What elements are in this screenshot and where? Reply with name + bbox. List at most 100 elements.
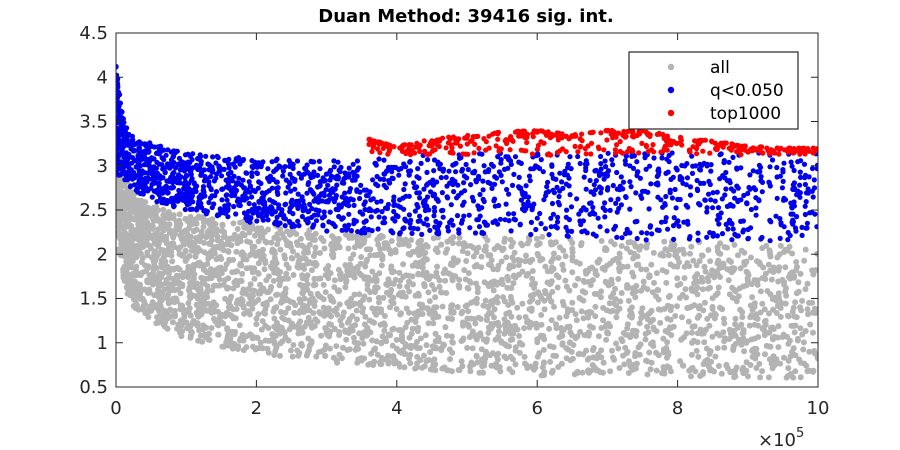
data-point	[679, 314, 685, 321]
data-point	[307, 201, 313, 207]
data-point	[369, 318, 375, 325]
data-point	[775, 278, 782, 285]
data-point	[502, 217, 508, 223]
data-point	[259, 318, 266, 325]
data-point	[638, 193, 644, 199]
data-point	[218, 173, 225, 179]
data-point	[731, 241, 738, 248]
data-point	[388, 228, 394, 234]
data-point	[726, 291, 733, 298]
data-point	[225, 237, 232, 244]
data-point	[273, 304, 280, 311]
data-point	[802, 211, 809, 218]
data-point	[136, 231, 143, 238]
data-point	[163, 308, 170, 315]
data-point	[467, 279, 474, 286]
data-point	[740, 329, 747, 336]
data-point	[244, 170, 250, 176]
data-point	[353, 344, 360, 351]
data-point	[632, 288, 639, 295]
data-point	[280, 168, 286, 174]
data-point	[774, 334, 781, 341]
data-point	[488, 282, 495, 289]
data-point	[619, 235, 625, 241]
data-point	[310, 189, 316, 195]
data-point	[691, 288, 698, 295]
data-point	[470, 158, 477, 164]
data-point	[690, 257, 697, 264]
data-point	[347, 186, 353, 192]
data-point	[677, 358, 684, 365]
data-point	[387, 304, 393, 311]
data-point	[581, 174, 587, 180]
data-point	[302, 165, 308, 171]
data-point	[604, 172, 611, 178]
data-point	[792, 322, 799, 329]
data-point	[505, 165, 511, 171]
data-point	[613, 200, 619, 206]
data-point	[581, 205, 587, 211]
data-point	[311, 237, 318, 243]
data-point	[563, 345, 570, 352]
data-point	[145, 149, 151, 155]
data-point	[176, 273, 183, 279]
data-point	[642, 336, 649, 343]
data-point	[412, 319, 419, 325]
data-point	[526, 324, 533, 331]
data-point	[550, 250, 557, 257]
data-point	[159, 162, 165, 168]
data-point	[790, 186, 796, 192]
data-point	[377, 359, 383, 366]
data-point	[616, 365, 623, 371]
data-point	[702, 197, 708, 203]
data-point	[580, 297, 587, 304]
data-point	[766, 356, 773, 363]
data-point	[721, 244, 728, 250]
data-point	[687, 250, 693, 257]
data-point	[406, 212, 412, 218]
data-point	[701, 263, 708, 270]
data-point	[762, 270, 769, 277]
data-point	[279, 326, 286, 333]
data-point	[721, 344, 728, 351]
data-point	[442, 277, 449, 284]
data-point	[317, 179, 323, 185]
data-point	[466, 212, 472, 218]
data-point	[382, 335, 389, 342]
data-point	[434, 263, 441, 270]
data-point	[386, 332, 393, 339]
data-point	[456, 276, 463, 283]
data-point	[287, 181, 293, 187]
data-point	[649, 339, 656, 346]
data-point	[377, 176, 383, 182]
data-point	[461, 199, 467, 205]
data-point	[677, 281, 684, 287]
data-point	[178, 196, 184, 202]
data-point	[320, 175, 326, 181]
data-point	[765, 374, 772, 381]
data-point	[569, 253, 576, 260]
data-point	[334, 241, 341, 248]
data-point	[556, 202, 563, 208]
data-point	[273, 344, 280, 351]
data-point	[188, 167, 194, 173]
data-point	[481, 279, 488, 286]
data-point	[640, 278, 647, 285]
data-point	[412, 365, 419, 372]
data-point	[294, 158, 301, 164]
data-point	[397, 197, 403, 203]
data-point	[524, 317, 531, 324]
data-point	[459, 168, 465, 174]
data-point	[481, 230, 487, 236]
data-point	[549, 163, 555, 169]
data-point	[185, 263, 192, 270]
data-point	[756, 162, 763, 168]
data-point	[757, 288, 764, 295]
data-point	[277, 246, 284, 253]
data-point	[802, 286, 809, 293]
data-point	[770, 363, 777, 370]
data-point	[116, 190, 120, 197]
data-point	[723, 186, 729, 192]
data-point	[308, 267, 315, 274]
data-point	[335, 236, 342, 243]
